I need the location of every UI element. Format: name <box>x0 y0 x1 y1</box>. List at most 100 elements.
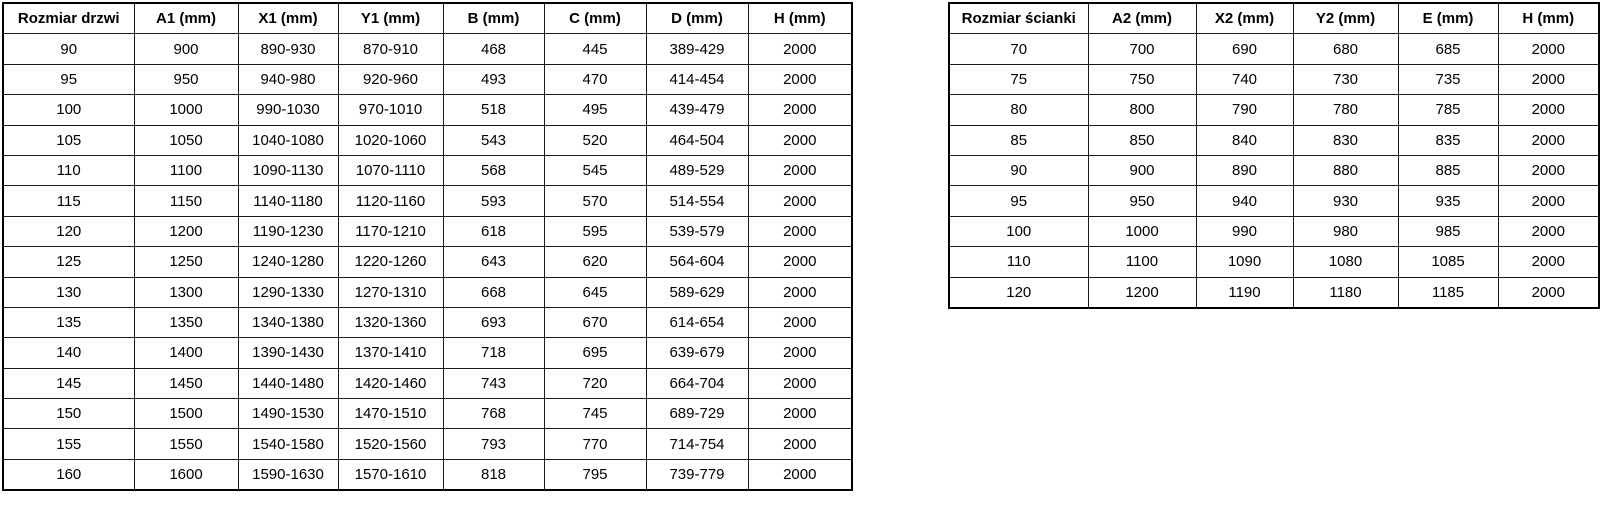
table-cell: 785 <box>1397 94 1499 126</box>
table-cell: 1220-1260 <box>337 246 444 278</box>
table-cell: 470 <box>543 63 647 96</box>
table-cell: 780 <box>1292 94 1399 126</box>
table-row: 70 700 690 680 685 2000 <box>948 33 1600 65</box>
table-cell: 130 <box>2 276 135 308</box>
table-cell: 539-579 <box>645 215 749 248</box>
table-cell: 1170-1210 <box>337 215 444 248</box>
table-cell: 1500 <box>133 398 239 430</box>
table-cell: 720 <box>543 367 647 400</box>
table-cell: 1040-1080 <box>237 124 339 156</box>
table-cell: 620 <box>543 246 647 278</box>
table-cell: 80 <box>948 94 1089 126</box>
table-cell: 90 <box>948 154 1089 187</box>
table-cell: 493 <box>442 63 545 96</box>
table-cell: 2000 <box>747 185 853 217</box>
table-row: 90 900 890-930 870-910 468 445 389-429 2000 <box>2 33 853 65</box>
table-cell: 830 <box>1292 124 1399 156</box>
table-cell: 990-1030 <box>237 94 339 126</box>
table-cell: 1070-1110 <box>337 154 444 187</box>
table-cell: 2000 <box>747 337 853 369</box>
table-cell: 645 <box>543 276 647 308</box>
table-cell: 900 <box>133 33 239 65</box>
table-cell: 120 <box>2 215 135 248</box>
table-cell: 1190-1230 <box>237 215 339 248</box>
table-cell: 935 <box>1397 185 1499 217</box>
table-cell: 145 <box>2 367 135 400</box>
table-cell: 618 <box>442 215 545 248</box>
table-cell: 100 <box>2 94 135 126</box>
table-cell: 518 <box>442 94 545 126</box>
table-row: 80 800 790 780 785 2000 <box>948 94 1600 126</box>
table-cell: 689-729 <box>645 398 749 430</box>
table-cell: 520 <box>543 124 647 156</box>
table-cell: 160 <box>2 458 135 491</box>
table-cell: 1000 <box>1087 215 1197 248</box>
table-cell: 445 <box>543 33 647 65</box>
table-cell: 120 <box>948 276 1089 309</box>
table-cell: 2000 <box>1497 246 1600 278</box>
table-cell: 2000 <box>1497 63 1600 96</box>
table-cell: 1240-1280 <box>237 246 339 278</box>
table-cell: 2000 <box>1497 124 1600 156</box>
header-row: Rozmiar drzwi A1 (mm) X1 (mm) Y1 (mm) B (mm)… <box>2 2 853 35</box>
table-cell: 885 <box>1397 154 1499 187</box>
table-row: 75 750 740 730 735 2000 <box>948 63 1600 96</box>
table-cell: 105 <box>2 124 135 156</box>
table-cell: 1200 <box>1087 276 1197 309</box>
table-cell: 90 <box>2 33 135 65</box>
table-cell: 693 <box>442 306 545 339</box>
table-cell: 2000 <box>1497 154 1600 187</box>
table-cell: 1120-1160 <box>337 185 444 217</box>
table-cell: 1020-1060 <box>337 124 444 156</box>
table-cell: 1350 <box>133 306 239 339</box>
table-cell: 595 <box>543 215 647 248</box>
table-row: 105 1050 1040-1080 1020-1060 543 520 464-504 20… <box>2 124 853 156</box>
table-cell: 668 <box>442 276 545 308</box>
table-cell: 890-930 <box>237 33 339 65</box>
table-cell: 643 <box>442 246 545 278</box>
table-cell: 439-479 <box>645 94 749 126</box>
table-cell: 1200 <box>133 215 239 248</box>
table-cell: 2000 <box>747 94 853 126</box>
table-cell: 695 <box>543 337 647 369</box>
table-cell: 1520-1560 <box>337 428 444 460</box>
table-cell: 1250 <box>133 246 239 278</box>
column-header: H (mm) <box>747 2 853 35</box>
table-row: 95 950 940 930 935 2000 <box>948 185 1600 217</box>
table-cell: 2000 <box>1497 94 1600 126</box>
table-cell: 739-779 <box>645 458 749 491</box>
table-cell: 890 <box>1195 154 1294 187</box>
table-cell: 2000 <box>747 306 853 339</box>
table-cell: 110 <box>2 154 135 187</box>
table-cell: 2000 <box>747 458 853 491</box>
table-cell: 1570-1610 <box>337 458 444 491</box>
table-cell: 545 <box>543 154 647 187</box>
table-cell: 70 <box>948 33 1089 65</box>
table-cell: 2000 <box>747 398 853 430</box>
table-cell: 835 <box>1397 124 1499 156</box>
table-cell: 2000 <box>1497 33 1600 65</box>
table-cell: 700 <box>1087 33 1197 65</box>
table-cell: 670 <box>543 306 647 339</box>
table-cell: 1370-1410 <box>337 337 444 369</box>
table-cell: 1090 <box>1195 246 1294 278</box>
table-cell: 1100 <box>1087 246 1197 278</box>
table-cell: 2000 <box>747 367 853 400</box>
table-cell: 2000 <box>1497 276 1600 309</box>
column-header: H (mm) <box>1497 2 1600 35</box>
table-cell: 2000 <box>747 124 853 156</box>
table-cell: 389-429 <box>645 33 749 65</box>
table-cell: 970-1010 <box>337 94 444 126</box>
table-cell: 2000 <box>747 246 853 278</box>
table-cell: 1270-1310 <box>337 276 444 308</box>
table-cell: 950 <box>133 63 239 96</box>
door-sizes-table: Rozmiar drzwi A1 (mm) X1 (mm) Y1 (mm) B (mm)… <box>2 2 853 492</box>
table-cell: 793 <box>442 428 545 460</box>
table-row: 120 1200 1190-1230 1170-1210 618 595 539-579 20… <box>2 215 853 248</box>
table-cell: 1300 <box>133 276 239 308</box>
table-cell: 2000 <box>747 215 853 248</box>
table-cell: 514-554 <box>645 185 749 217</box>
table-cell: 1000 <box>133 94 239 126</box>
table-cell: 768 <box>442 398 545 430</box>
table-cell: 680 <box>1292 33 1399 65</box>
